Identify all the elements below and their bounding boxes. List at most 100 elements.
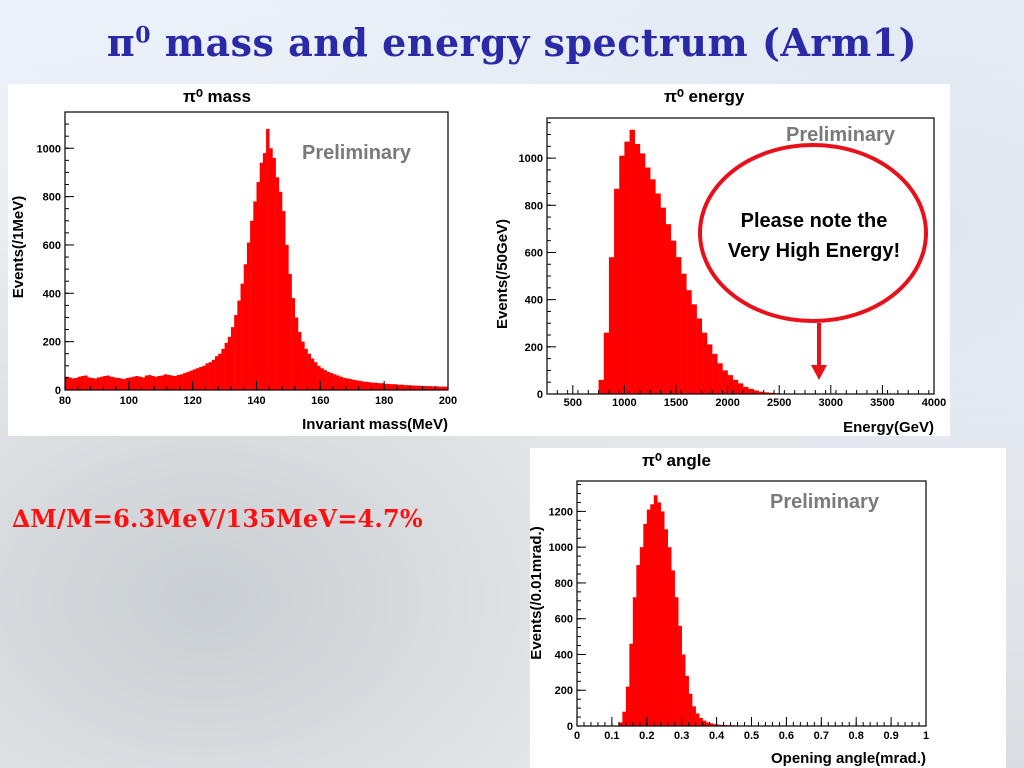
energy-x-tick-label: 1500	[664, 397, 688, 409]
mass-bar	[329, 373, 334, 390]
energy-bar	[665, 224, 672, 394]
note-arrow-line	[817, 323, 821, 367]
energy-bar	[619, 155, 625, 394]
angle-plot-title: π⁰ angle	[642, 451, 711, 470]
mass-bar	[221, 348, 225, 390]
mass-bar	[333, 374, 337, 390]
mass-bar	[122, 379, 126, 390]
mass-bar	[384, 383, 388, 390]
angle-bar	[699, 717, 703, 726]
mass-histogram: π⁰ mass Preliminary 80 100 120 140 160 180 200…	[10, 87, 457, 433]
mass-bar	[106, 375, 110, 390]
mass-bar	[208, 362, 213, 390]
mass-bar	[189, 370, 193, 390]
angle-x-tick-label: 0.5	[744, 730, 759, 742]
mass-bar	[100, 376, 104, 390]
mass-bar	[186, 371, 190, 390]
energy-bar	[603, 332, 610, 394]
mass-bar	[432, 386, 436, 390]
energy-x-tick-label: 4000	[922, 397, 946, 409]
mass-bar	[291, 298, 296, 390]
mass-bar	[163, 374, 168, 390]
mass-bar	[390, 384, 394, 390]
mass-bar	[326, 371, 331, 390]
mass-bar	[323, 370, 327, 390]
angle-x-tick-label: 1	[923, 730, 929, 742]
energy-y-tick-label: 800	[525, 200, 543, 212]
energy-bar	[758, 391, 764, 394]
energy-x-tick-label: 3000	[819, 397, 843, 409]
energy-bar	[650, 179, 656, 394]
mass-bar	[167, 375, 171, 390]
energy-bar	[598, 379, 605, 394]
energy-y-axis-title: Events(/50GeV)	[494, 219, 511, 329]
angle-bar	[685, 675, 689, 726]
mass-bar	[199, 367, 203, 390]
mass-bar	[352, 379, 356, 390]
mass-bar	[135, 375, 139, 390]
mass-bar	[68, 377, 72, 390]
mass-resolution-text: ∆M/M=6.3MeV/135MeV=4.7%	[12, 504, 423, 533]
mass-bar	[435, 386, 439, 390]
angle-histogram: π⁰ angle Preliminary 0 0.1 0.2 0.3 0.4 0.5 0.6…	[530, 451, 929, 767]
mass-bar	[416, 385, 420, 390]
energy-bar	[614, 188, 620, 394]
angle-bar	[653, 495, 658, 726]
angle-x-axis-title: Opening angle(mrad.)	[771, 750, 926, 767]
angle-y-tick-label: 0	[567, 721, 573, 733]
mass-bar	[419, 385, 423, 390]
mass-axes: 80 100 120 140 160 180 200 0 200 400 600 800 1000	[37, 111, 457, 407]
mass-y-tick-label: 800	[43, 192, 61, 204]
mass-watermark: Preliminary	[302, 142, 412, 164]
mass-bar	[211, 359, 216, 390]
angle-bar	[660, 511, 665, 726]
mass-bar	[141, 377, 146, 390]
mass-bar	[230, 327, 235, 390]
mass-bar	[339, 376, 343, 390]
mass-bar	[374, 382, 379, 390]
mass-bar	[371, 382, 375, 390]
angle-histogram-panel: π⁰ angle Preliminary 0 0.1 0.2 0.3 0.4 0.5 0.6…	[530, 448, 1006, 768]
mass-bar	[256, 182, 260, 390]
mass-bar	[288, 273, 292, 390]
mass-bar	[355, 380, 359, 390]
mass-bar	[349, 379, 353, 390]
mass-bar	[128, 377, 133, 390]
mass-bar	[80, 375, 85, 390]
mass-bar	[358, 380, 363, 390]
energy-bar	[748, 388, 754, 394]
mass-bar	[422, 385, 426, 390]
mass-bar	[173, 375, 177, 390]
energy-bar	[717, 363, 723, 394]
mass-bar	[215, 356, 219, 390]
energy-bar	[706, 344, 713, 394]
mass-bar	[253, 201, 257, 390]
mass-bar	[307, 353, 312, 390]
energy-bar	[624, 141, 630, 394]
angle-bar	[629, 643, 634, 726]
mass-bar	[65, 376, 69, 390]
angle-bar	[688, 693, 693, 726]
energy-bar	[712, 353, 718, 394]
mass-bar	[103, 375, 107, 390]
mass-bar	[154, 376, 158, 390]
energy-x-tick-label: 500	[564, 397, 582, 409]
angle-x-tick-label: 0.6	[779, 730, 794, 742]
mass-bar	[246, 242, 251, 390]
angle-x-tick-label: 0	[574, 730, 580, 742]
angle-bar	[636, 565, 641, 726]
energy-bar	[608, 257, 615, 394]
mass-bar	[361, 381, 366, 390]
note-arrow-head	[811, 365, 827, 380]
mass-bar	[90, 377, 94, 390]
angle-x-tick-label: 0.7	[814, 730, 829, 742]
angle-bar	[646, 509, 651, 726]
mass-x-tick-label: 140	[247, 395, 265, 407]
angle-bar	[639, 547, 644, 726]
title-superscript: 0	[135, 22, 152, 49]
mass-bar	[119, 378, 123, 390]
mass-x-axis-title: Invariant mass(MeV)	[302, 416, 448, 433]
mass-bar	[425, 386, 430, 390]
mass-bar	[438, 386, 442, 390]
mass-bar	[125, 377, 130, 390]
